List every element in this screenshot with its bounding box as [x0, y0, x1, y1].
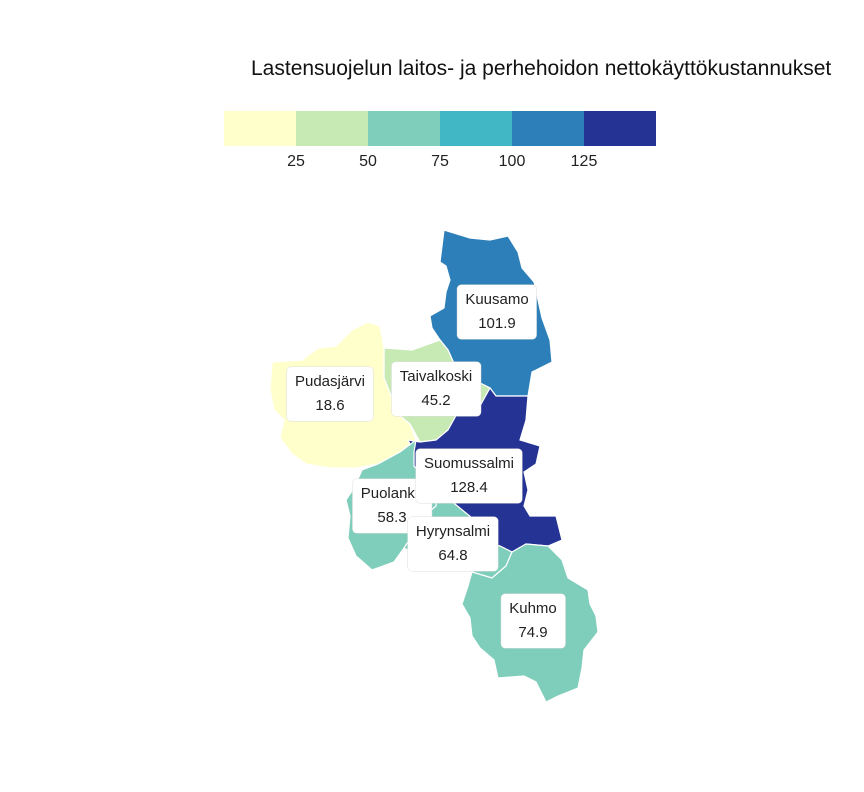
region-name: Puolanka: [360, 485, 424, 502]
legend-swatch: [584, 111, 656, 146]
region-value: 45.2: [421, 392, 451, 409]
region-label-kuhmo: Kuhmo 74.9: [501, 594, 565, 648]
map-title: Lastensuojelun laitos- ja perhehoidon ne…: [251, 57, 832, 80]
region-name: Suomussalmi: [423, 455, 515, 472]
region-value: 58.3: [377, 509, 407, 526]
legend-tick: 50: [359, 153, 377, 170]
region-label-hyrynsalmi: Hyrynsalmi 64.8: [407, 517, 499, 571]
region-name: Kuusamo: [465, 291, 529, 308]
region-label-suomussalmi: Suomussalmi 128.4: [415, 449, 523, 503]
legend-tick: 100: [498, 153, 526, 170]
region-value: 18.6: [315, 397, 345, 414]
region-value: 74.9: [518, 624, 548, 641]
region-name: Taivalkoski: [399, 368, 473, 385]
legend-tick: 125: [570, 153, 598, 170]
region-name: Pudasjärvi: [294, 373, 366, 390]
legend-tick: 25: [287, 153, 305, 170]
legend-swatch: [368, 111, 440, 146]
region-label-kuusamo: Kuusamo 101.9: [457, 285, 537, 339]
legend-swatch: [440, 111, 512, 146]
legend-tick: 75: [431, 153, 449, 170]
region-value: 101.9: [478, 315, 516, 332]
legend-swatch: [224, 111, 296, 146]
region-label-pudasjarvi: Pudasjärvi 18.6: [286, 367, 374, 421]
region-value: 64.8: [438, 547, 468, 564]
region-name: Hyrynsalmi: [415, 523, 491, 540]
region-name: Kuhmo: [509, 600, 557, 617]
region-value: 128.4: [450, 479, 488, 496]
color-legend: [224, 111, 656, 146]
region-label-taivalkoski: Taivalkoski 45.2: [391, 362, 481, 416]
legend-swatch: [296, 111, 368, 146]
legend-swatch: [512, 111, 584, 146]
